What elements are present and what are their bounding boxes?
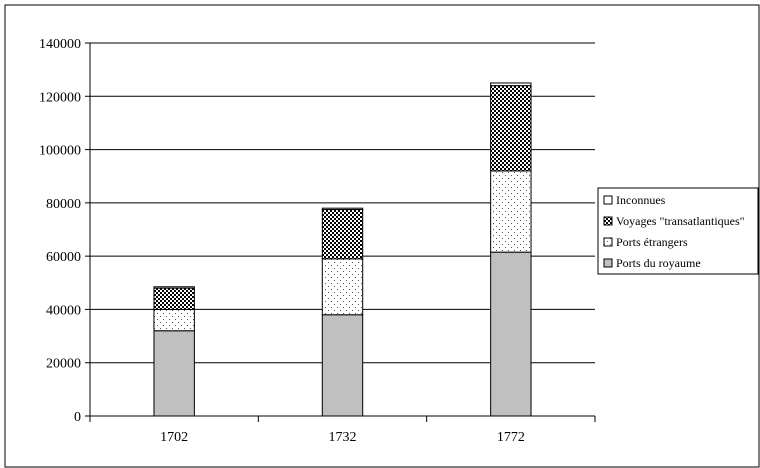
bar-1772-series-2 (490, 85, 532, 172)
y-tick-label-5: 100000 (39, 144, 81, 159)
bar-1772-series-1 (490, 170, 532, 253)
bar-1702-series-1 (153, 308, 195, 332)
y-tick-label-1: 20000 (46, 357, 81, 372)
y-tick-label-6: 120000 (39, 90, 81, 105)
bar-1772-series-0 (490, 251, 532, 417)
x-tick-label-1: 1732 (329, 430, 357, 445)
bar-1732-series-2 (321, 209, 364, 260)
legend-label-2: Voyages "transatlantiques" (616, 214, 745, 228)
bar-1702-series-0 (153, 330, 195, 417)
legend-label-1: Ports étrangers (616, 235, 688, 249)
legend-label-0: Ports du royaume (616, 256, 701, 270)
bar-1732-series-1 (321, 258, 364, 316)
legend-swatch-1 (603, 237, 613, 247)
x-tick-label-0: 1702 (160, 430, 188, 445)
y-tick-label-2: 40000 (46, 303, 81, 318)
legend-swatch-2 (603, 216, 613, 226)
bar-1702-series-3 (153, 286, 195, 289)
y-tick-label-3: 60000 (46, 250, 81, 265)
x-tick-label-2: 1772 (497, 430, 525, 445)
bar-1702-series-2 (153, 287, 195, 310)
bar-1732-series-0 (321, 314, 364, 417)
y-tick-label-0: 0 (74, 410, 81, 425)
y-tick-label-7: 140000 (39, 37, 81, 52)
legend-swatch-3 (603, 195, 613, 205)
legend-swatch-0 (603, 258, 613, 268)
bar-1772-series-3 (490, 82, 532, 87)
legend-box (597, 187, 759, 275)
bar-1732-series-3 (321, 207, 364, 211)
y-tick-label-4: 80000 (46, 197, 81, 212)
legend-label-3: Inconnues (616, 193, 666, 207)
